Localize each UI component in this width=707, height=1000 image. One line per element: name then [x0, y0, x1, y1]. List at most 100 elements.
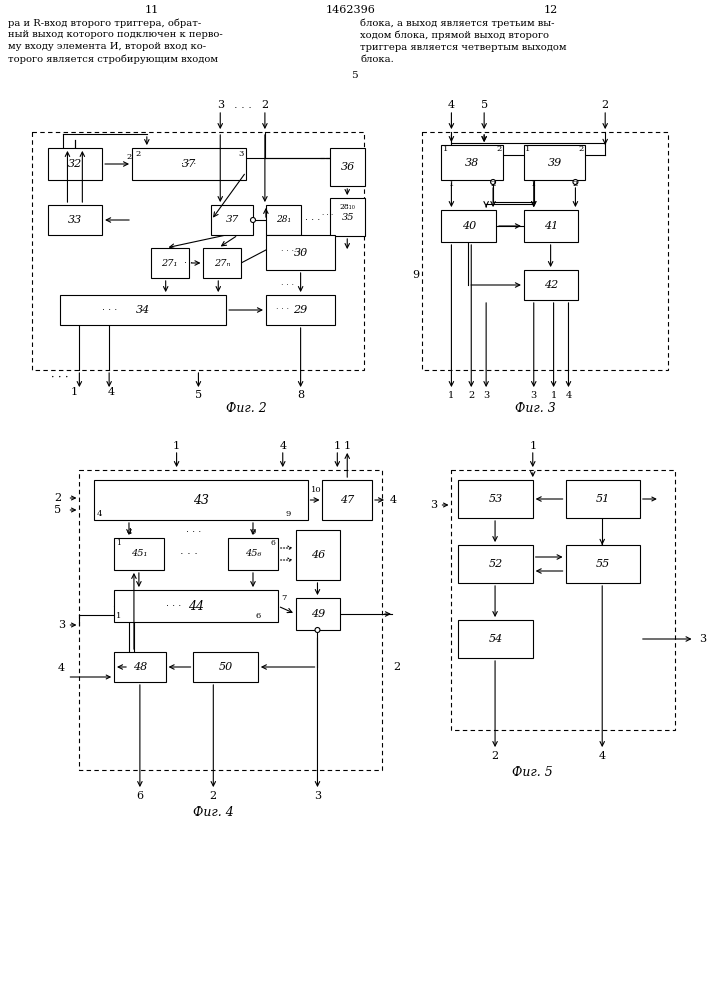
Bar [330, 198, 365, 236]
Text: · · ·: · · · [322, 212, 333, 218]
Bar [524, 210, 578, 242]
Text: 3: 3 [483, 390, 489, 399]
Text: 2: 2 [491, 180, 496, 188]
Text: Фиг. 3: Фиг. 3 [515, 401, 556, 414]
Bar [330, 148, 365, 186]
Text: 2: 2 [135, 150, 141, 158]
Text: 28₁: 28₁ [276, 216, 291, 225]
Bar [524, 270, 578, 300]
Text: 3: 3 [238, 150, 244, 158]
Text: 1: 1 [525, 145, 530, 153]
Text: 7: 7 [281, 594, 286, 602]
Text: 2: 2 [127, 153, 132, 161]
Circle shape [491, 180, 496, 184]
Text: 3: 3 [58, 620, 65, 630]
Text: Фиг. 4: Фиг. 4 [193, 806, 234, 818]
Text: · · ·: · · · [102, 305, 117, 315]
Text: 36: 36 [341, 162, 355, 172]
Bar [421, 132, 667, 370]
Bar [47, 205, 103, 235]
Bar [322, 480, 372, 520]
Text: 55: 55 [595, 559, 610, 569]
Bar [458, 480, 533, 518]
Text: 33: 33 [68, 215, 82, 225]
Text: Фиг. 5: Фиг. 5 [513, 766, 553, 778]
Text: · · ·: · · · [234, 103, 252, 113]
Text: 28₁₀: 28₁₀ [339, 203, 355, 211]
Text: 37: 37 [182, 159, 196, 169]
Text: 8: 8 [297, 390, 304, 400]
Text: · · ·: · · · [281, 280, 294, 290]
Circle shape [573, 180, 578, 184]
Text: 4: 4 [599, 751, 606, 761]
Text: 2: 2 [496, 145, 502, 153]
Text: 4: 4 [279, 441, 286, 451]
Bar [194, 652, 258, 682]
Text: 2: 2 [393, 662, 400, 672]
Text: 47: 47 [340, 495, 354, 505]
Text: 35: 35 [341, 213, 354, 222]
Text: 1: 1 [531, 180, 537, 188]
Bar [524, 145, 585, 180]
Text: · · ·: · · · [276, 306, 289, 314]
Bar [228, 538, 278, 570]
Text: 2: 2 [468, 390, 474, 399]
Text: 29: 29 [293, 305, 308, 315]
Bar [204, 248, 241, 278]
Text: 12: 12 [544, 5, 558, 15]
Text: 32: 32 [68, 159, 82, 169]
Bar [114, 538, 164, 570]
Text: 41: 41 [544, 221, 559, 231]
Bar [114, 652, 165, 682]
Text: 5: 5 [481, 100, 488, 110]
Text: блока, а выход является третьим вы-
ходом блока, прямой выход второго
триггера я: блока, а выход является третьим вы- ходо… [360, 18, 566, 64]
Text: · · ·: · · · [305, 215, 320, 225]
Bar [211, 205, 253, 235]
Text: 1: 1 [173, 441, 180, 451]
Bar [441, 210, 496, 242]
Text: · · ·: · · · [51, 373, 69, 383]
Text: 43: 43 [193, 493, 209, 506]
Text: 2: 2 [573, 180, 578, 188]
Text: 4: 4 [58, 663, 65, 673]
Bar [114, 590, 278, 622]
Bar [151, 248, 189, 278]
Text: 2: 2 [210, 791, 217, 801]
Text: · · ·: · · · [166, 601, 181, 611]
Text: 1462396: 1462396 [325, 5, 375, 15]
Text: 6: 6 [255, 612, 261, 620]
Text: 34: 34 [136, 305, 150, 315]
Text: 44: 44 [188, 599, 204, 612]
Text: 27₁: 27₁ [161, 258, 178, 267]
Text: 50: 50 [218, 662, 233, 672]
Bar [79, 470, 382, 770]
Text: 3: 3 [531, 390, 537, 399]
Bar [458, 620, 533, 658]
Bar [296, 598, 340, 630]
Text: 48: 48 [133, 662, 147, 672]
Text: 2: 2 [262, 100, 269, 110]
Text: 6: 6 [136, 791, 144, 801]
Text: 46: 46 [311, 550, 325, 560]
Text: 42: 42 [544, 280, 559, 290]
Text: 49: 49 [311, 609, 325, 619]
Text: 3: 3 [699, 634, 706, 644]
Text: 1: 1 [449, 180, 454, 188]
Bar [132, 148, 246, 180]
Text: 2: 2 [579, 145, 584, 153]
Text: 5: 5 [351, 72, 358, 81]
Text: 5: 5 [195, 390, 202, 400]
Bar [94, 480, 308, 520]
Text: 4: 4 [390, 495, 397, 505]
Text: 1: 1 [530, 441, 537, 451]
Text: 27ₙ: 27ₙ [214, 258, 230, 267]
Text: 1: 1 [448, 390, 455, 399]
Text: 1: 1 [443, 145, 448, 153]
Text: 3: 3 [216, 100, 224, 110]
Bar [296, 530, 340, 580]
Text: 39: 39 [547, 157, 562, 167]
Text: 1: 1 [344, 441, 351, 451]
Text: 11: 11 [145, 5, 159, 15]
Text: 4: 4 [566, 390, 571, 399]
Text: · · ·: · · · [186, 527, 201, 537]
